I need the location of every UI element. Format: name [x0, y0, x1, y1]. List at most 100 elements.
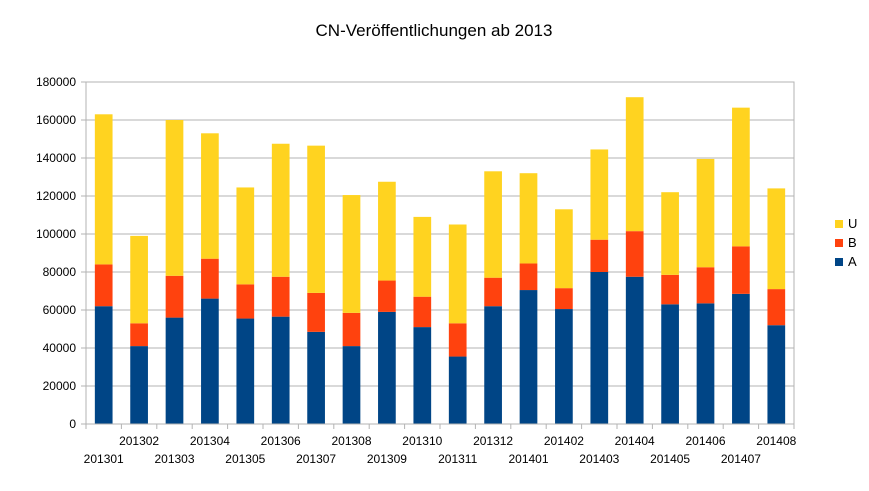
y-tick-label: 100000 — [36, 227, 76, 241]
x-tick-label: 201408 — [756, 434, 796, 448]
bars — [94, 97, 786, 424]
axes — [85, 81, 795, 429]
x-axis-tick-labels: 201301 201302 201303 201304 201305 201306 2013… — [84, 434, 797, 466]
y-tick-label: 160000 — [36, 113, 76, 127]
bar-segment-b — [555, 288, 573, 310]
bar-segment-u — [625, 97, 644, 232]
bar-segment-u — [732, 107, 750, 247]
bar-segment-u — [661, 192, 679, 275]
bar-segment-a — [732, 293, 750, 424]
bar-segment-a — [555, 309, 573, 424]
gridlines — [81, 81, 794, 425]
y-tick-label: 40000 — [43, 341, 77, 355]
bar-segment-a — [201, 298, 219, 424]
bar-segment-b — [307, 292, 325, 332]
bar-segment-u — [130, 235, 148, 324]
x-tick-label: 201309 — [367, 452, 407, 466]
y-tick-label: 60000 — [43, 303, 77, 317]
y-tick-label: 180000 — [36, 75, 76, 89]
bar-segment-u — [484, 171, 502, 278]
x-tick-label: 201404 — [615, 434, 655, 448]
bar-segment-u — [555, 209, 573, 289]
bar-segment-a — [590, 272, 609, 424]
bar-segment-b — [201, 258, 219, 299]
bar-segment-a — [696, 303, 715, 424]
legend-swatch-u — [835, 220, 843, 228]
bar-segment-u — [201, 133, 219, 259]
bar-segment-b — [448, 323, 467, 357]
bar-segment-a — [378, 311, 396, 424]
bar-segment-u — [378, 181, 396, 281]
bar-segment-u — [271, 143, 290, 277]
bar-segment-b — [661, 274, 679, 305]
bar-segment-a — [271, 316, 290, 424]
bar-segment-b — [236, 284, 255, 319]
x-tick-label: 201312 — [473, 434, 513, 448]
bar-segment-a — [165, 317, 184, 424]
bar-segment-u — [307, 145, 325, 293]
legend-swatch-b — [835, 239, 843, 247]
bar-segment-b — [484, 277, 502, 307]
bar-segment-a — [767, 325, 786, 424]
bar-segment-u — [696, 158, 715, 268]
x-tick-label: 201406 — [685, 434, 725, 448]
bar-segment-a — [661, 304, 679, 424]
legend-swatch-a — [835, 258, 843, 266]
bar-segment-u — [236, 187, 255, 285]
x-tick-label: 201311 — [438, 452, 477, 466]
y-tick-label: 120000 — [36, 189, 76, 203]
bar-segment-a — [236, 318, 255, 424]
y-tick-label: 0 — [69, 417, 76, 431]
bar-segment-a — [307, 331, 325, 424]
chart-title: CN-Veröffentlichungen ab 2013 — [316, 21, 553, 40]
bar-segment-b — [767, 289, 786, 326]
x-tick-label: 201301 — [84, 452, 124, 466]
bar-segment-u — [413, 216, 432, 297]
bar-segment-u — [165, 120, 184, 276]
bar-segment-u — [767, 188, 786, 290]
bar-segment-a — [130, 346, 148, 424]
legend: UBA — [835, 216, 857, 269]
x-tick-label: 201306 — [261, 434, 301, 448]
bar-segment-a — [94, 306, 113, 424]
x-tick-label: 201310 — [402, 434, 442, 448]
bar-segment-b — [94, 264, 113, 307]
x-tick-label: 201401 — [508, 452, 548, 466]
x-tick-label: 201308 — [331, 434, 371, 448]
bar-segment-a — [448, 356, 467, 424]
bar-segment-u — [342, 195, 361, 313]
bar-segment-b — [130, 323, 148, 347]
legend-label-u: U — [848, 216, 857, 231]
bar-segment-u — [94, 114, 113, 265]
bar-segment-b — [378, 280, 396, 312]
bar-segment-b — [271, 276, 290, 317]
y-tick-label: 80000 — [43, 265, 77, 279]
y-tick-label: 140000 — [36, 151, 76, 165]
bar-segment-a — [413, 327, 432, 424]
bar-segment-u — [590, 149, 609, 240]
bar-segment-a — [484, 306, 502, 424]
y-axis-tick-labels: 0 20000 40000 60000 80000 100000 120000 140000 1… — [36, 75, 76, 431]
bar-segment-b — [625, 231, 644, 277]
bar-segment-b — [342, 312, 361, 347]
x-tick-label: 201403 — [579, 452, 619, 466]
bar-segment-u — [448, 224, 467, 324]
x-tick-label: 201303 — [154, 452, 194, 466]
bar-segment-b — [165, 275, 184, 318]
bar-segment-b — [590, 239, 609, 272]
x-tick-label: 201305 — [225, 452, 265, 466]
x-tick-label: 201402 — [544, 434, 584, 448]
bar-segment-a — [625, 276, 644, 424]
bar-segment-b — [696, 267, 715, 304]
bar-segment-b — [732, 246, 750, 294]
x-tick-label: 201304 — [190, 434, 230, 448]
bar-segment-u — [519, 173, 538, 264]
x-tick-label: 201407 — [721, 452, 761, 466]
y-tick-label: 20000 — [43, 379, 77, 393]
bar-segment-b — [413, 296, 432, 328]
x-tick-label: 201302 — [119, 434, 159, 448]
bar-segment-b — [519, 263, 538, 291]
legend-label-a: A — [848, 254, 857, 269]
legend-label-b: B — [848, 235, 857, 250]
